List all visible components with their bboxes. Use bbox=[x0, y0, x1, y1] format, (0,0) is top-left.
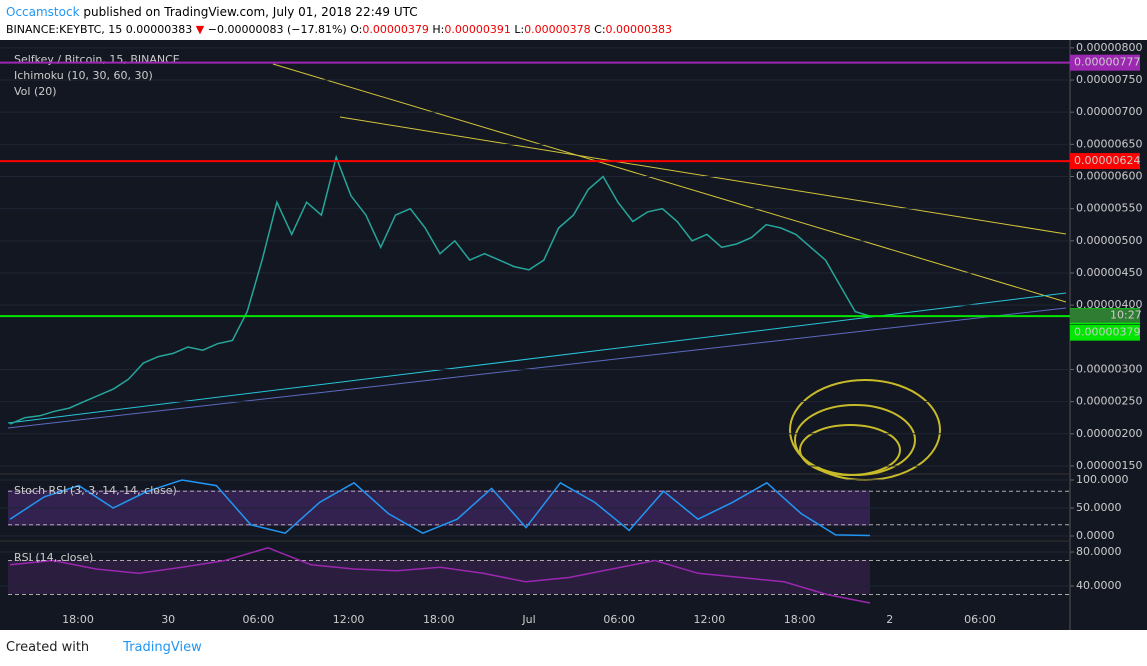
y-tick-label: 0.00000500 bbox=[1076, 234, 1142, 247]
y-tick-label: 0.0000 bbox=[1076, 529, 1115, 542]
trend-line bbox=[339, 116, 1067, 235]
x-tick-label: 18:00 bbox=[423, 613, 455, 626]
y-tick-label: 0.00000200 bbox=[1076, 427, 1142, 440]
y-tick-label: 0.00000450 bbox=[1076, 266, 1142, 279]
x-tick-label: 18:00 bbox=[784, 613, 816, 626]
y-tick-label: 100.0000 bbox=[1076, 473, 1129, 486]
x-tick-label: 2 bbox=[886, 613, 893, 626]
h-label: H: bbox=[432, 23, 445, 36]
y-tick-label: 0.00000700 bbox=[1076, 105, 1142, 118]
y-tick-label: 0.00000400 bbox=[1076, 298, 1142, 311]
price-tag-label: 0.00000379 bbox=[1074, 326, 1140, 339]
x-tick-label: 18:00 bbox=[62, 613, 94, 626]
y-tick-label: 0.00000750 bbox=[1076, 73, 1142, 86]
countdown: 10:27 bbox=[1110, 309, 1142, 322]
x-tick-label: 30 bbox=[161, 613, 175, 626]
y-tick-label: 80.0000 bbox=[1076, 545, 1122, 558]
y-tick-label: 0.00000800 bbox=[1076, 41, 1142, 54]
series-line bbox=[9, 479, 871, 537]
x-tick-label: 06:00 bbox=[603, 613, 635, 626]
price-tag bbox=[1070, 324, 1140, 341]
legend-entry: Stoch RSI (3, 3, 14, 14, close) bbox=[14, 484, 177, 497]
c-label: C: bbox=[594, 23, 606, 36]
level-tag bbox=[1070, 153, 1140, 170]
change: −0.00000083 (−17.81%) bbox=[207, 23, 347, 36]
arrow: ▼ bbox=[195, 23, 205, 36]
y-tick-label: 0.00000150 bbox=[1076, 459, 1142, 472]
legend-entry: Vol (20) bbox=[14, 85, 57, 98]
o-label: O: bbox=[350, 23, 363, 36]
brand[interactable]: TradingView bbox=[123, 640, 202, 655]
chart: 0.00000800 0.00000750 0.00000700 0.00000650… bbox=[0, 40, 1147, 630]
rsi-band bbox=[8, 560, 870, 594]
y-tick-label: 0.00000600 bbox=[1076, 170, 1142, 183]
symbol: BINANCE:KEYBTC, 15 bbox=[6, 23, 123, 36]
legend-entry: Selfkey / Bitcoin, 15, BINANCE bbox=[14, 53, 180, 66]
trend-line bbox=[272, 63, 1067, 303]
series-line bbox=[9, 547, 871, 604]
background bbox=[0, 40, 1147, 630]
y-tick-label: 40.0000 bbox=[1076, 579, 1122, 592]
x-tick-label: 12:00 bbox=[333, 613, 365, 626]
legend-entry: Ichimoku (10, 30, 60, 30) bbox=[14, 69, 153, 82]
close: 0.00000383 bbox=[605, 23, 673, 36]
series-line bbox=[9, 154, 871, 425]
l-label: L: bbox=[514, 23, 525, 36]
y-tick-label: 0.00000550 bbox=[1076, 202, 1142, 215]
footer: Created with TradingView bbox=[6, 640, 202, 655]
legend-entry: RSI (14, close) bbox=[14, 551, 93, 564]
level-label: 0.00000777 bbox=[1074, 56, 1140, 69]
x-tick-label: 12:00 bbox=[694, 613, 726, 626]
low: 0.00000378 bbox=[524, 23, 591, 36]
x-tick-label: Jul bbox=[521, 613, 535, 626]
y-tick-label: 0.00000250 bbox=[1076, 395, 1142, 408]
header: Occamstock published on TradingView.com,… bbox=[6, 3, 672, 39]
level-tag bbox=[1070, 54, 1140, 71]
published: published on TradingView.com, July 01, 2… bbox=[83, 5, 418, 19]
countdown-tag bbox=[1070, 308, 1140, 323]
high: 0.00000391 bbox=[444, 23, 511, 36]
author[interactable]: Occamstock bbox=[6, 5, 80, 19]
open: 0.00000379 bbox=[362, 23, 429, 36]
y-tick-label: 0.00000650 bbox=[1076, 137, 1142, 150]
x-tick-label: 06:00 bbox=[964, 613, 996, 626]
scribble bbox=[789, 379, 941, 481]
last: 0.00000383 bbox=[125, 23, 193, 36]
created: Created with bbox=[6, 640, 90, 655]
trend-line bbox=[7, 307, 1067, 429]
y-tick-label: 50.0000 bbox=[1076, 501, 1122, 514]
x-tick-label: 06:00 bbox=[243, 613, 275, 626]
y-tick-label: 0.00000300 bbox=[1076, 362, 1142, 375]
level-label: 0.00000624 bbox=[1074, 154, 1140, 167]
